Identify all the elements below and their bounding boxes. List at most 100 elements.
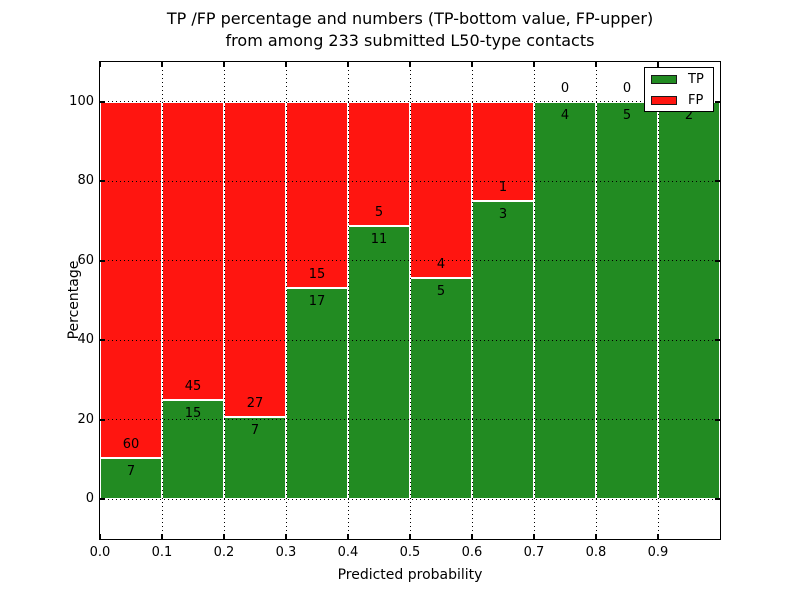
x-tick-mark [285,534,287,539]
x-tick-mark [161,62,163,67]
gridline-vertical [595,62,597,539]
bar-segment-tp [410,278,472,500]
y-tick-mark [100,418,105,421]
y-tick-mark [100,100,105,103]
x-tick-mark [409,534,411,539]
y-tick-label: 80 [77,173,94,189]
fp-count-label: 15 [308,267,326,283]
gridline-horizontal [100,339,720,341]
gridline-vertical [161,62,163,539]
y-tick-mark [100,180,105,183]
x-tick-mark [347,534,349,539]
tp-count-label: 4 [560,107,570,123]
bar-segment-fp [472,101,534,202]
tp-swatch-icon [651,74,677,84]
x-tick-label: 0.2 [213,545,235,560]
x-tick-label: 0.0 [89,545,111,560]
legend-item-tp: TP [651,71,704,87]
bar-segment-tp [100,457,162,500]
gridline-vertical [657,62,659,539]
y-tick-mark [715,339,720,342]
x-tick-label: 0.5 [399,545,421,560]
legend: TP FP [644,67,714,112]
y-tick-mark [100,339,105,342]
bar-segment-tp [596,101,658,500]
x-tick-mark [161,534,163,539]
x-tick-mark [471,62,473,67]
x-axis-label: Predicted probability [337,567,483,583]
tp-count-label: 3 [498,207,508,223]
bar-segment-tp [658,101,720,500]
y-tick-mark [100,259,105,262]
x-tick-mark [595,62,597,67]
x-tick-label: 0.8 [585,545,607,560]
bar-segment-tp [162,399,224,500]
legend-label-tp: TP [688,71,704,87]
x-tick-mark [223,534,225,539]
y-tick-label: 100 [69,93,94,109]
y-tick-mark [715,498,720,501]
bar-segment-fp [100,101,162,458]
x-tick-label: 0.9 [647,545,669,560]
bar-segment-tp [348,225,410,500]
tp-count-label: 17 [308,294,326,310]
x-tick-mark [657,534,659,539]
bar-segment-fp [410,101,472,279]
gridline-horizontal [100,419,720,421]
gridline-vertical [347,62,349,539]
x-tick-mark [347,62,349,67]
bar-segment-fp [162,101,224,400]
y-tick-mark [715,418,720,421]
tp-count-label: 7 [250,423,260,439]
x-tick-mark [99,62,101,67]
x-tick-mark [99,534,101,539]
fp-count-label: 60 [122,436,140,452]
fp-count-label: 1 [498,180,508,196]
chart-title-line1: TP /FP percentage and numbers (TP-bottom… [166,9,654,28]
tp-count-label: 15 [184,405,202,421]
y-tick-mark [715,100,720,103]
y-tick-label: 0 [85,491,94,507]
fp-swatch-icon [651,95,677,105]
x-tick-mark [533,534,535,539]
bar-segment-fp [286,101,348,289]
legend-label-fp: FP [688,92,704,108]
legend-item-fp: FP [651,92,704,108]
x-tick-label: 0.3 [275,545,297,560]
x-tick-label: 0.7 [523,545,545,560]
y-tick-mark [715,180,720,183]
tp-count-label: 11 [370,231,388,247]
chart-title-line2: from among 233 submitted L50-type contac… [225,31,595,50]
tp-count-label: 5 [436,284,446,300]
fp-count-label: 0 [622,80,632,96]
plot-area: Predicted probability Percentage TP FP 6… [66,61,721,583]
x-tick-label: 0.1 [151,545,173,560]
x-tick-mark [471,534,473,539]
y-tick-label: 60 [77,252,94,268]
y-tick-mark [715,259,720,262]
gridline-vertical [285,62,287,539]
tp-count-label: 7 [126,463,136,479]
y-tick-label: 40 [77,332,94,348]
bar-segment-tp [224,417,286,500]
y-tick-mark [100,498,105,501]
fp-count-label: 0 [560,80,570,96]
x-tick-mark [223,62,225,67]
fp-count-label: 27 [246,396,264,412]
tp-count-label: 5 [622,107,632,123]
tp-count-label: 2 [684,107,694,123]
bar-segment-tp [472,201,534,500]
gridline-horizontal [100,498,720,500]
gridline-vertical [533,62,535,539]
x-tick-mark [657,62,659,67]
x-tick-mark [533,62,535,67]
gridline-vertical [471,62,473,539]
fp-count-label: 5 [374,204,384,220]
x-tick-mark [285,62,287,67]
gridline-horizontal [100,180,720,182]
gridline-vertical [409,62,411,539]
bar-segment-tp [286,288,348,500]
fp-count-label: 4 [436,257,446,273]
chart-title: TP /FP percentage and numbers (TP-bottom… [100,8,720,52]
